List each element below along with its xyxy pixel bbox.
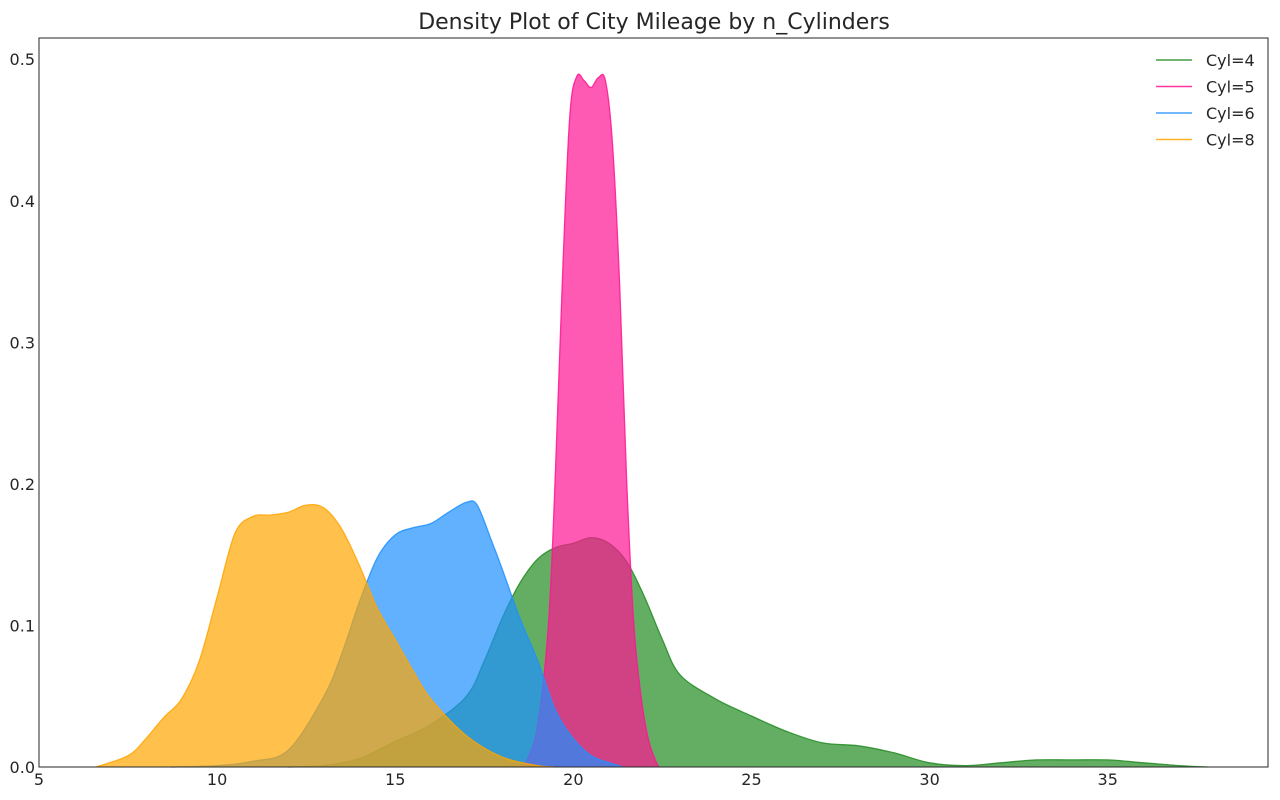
plot-frame [38,37,1269,768]
density-line [519,73,660,768]
x-tick-label: 25 [741,770,761,789]
legend-item: Cyl=5 [1156,78,1255,97]
legend-label: Cyl=6 [1206,104,1255,123]
y-axis: 0.0 0.1 0.2 0.3 0.4 0.5 [10,50,35,777]
density-line [95,503,556,768]
series-cyl-8 [95,503,556,768]
legend-item: Cyl=4 [1156,51,1255,70]
x-tick-label: 15 [385,770,405,789]
x-tick-label: 35 [1098,770,1118,789]
y-tick-label: 0.0 [10,758,35,777]
chart-title: Density Plot of City Mileage by n_Cylind… [418,10,890,35]
legend-label: Cyl=8 [1206,131,1255,150]
legend-item: Cyl=6 [1156,104,1255,123]
density-fill [170,500,624,767]
density-fill [96,504,556,767]
legend-item: Cyl=8 [1156,131,1255,150]
x-tick-label: 10 [207,770,227,789]
x-tick-label: 30 [919,770,939,789]
y-tick-label: 0.5 [10,50,35,69]
legend-label: Cyl=4 [1206,51,1255,70]
density-areas [95,73,1208,768]
y-tick-label: 0.2 [10,475,35,494]
y-tick-label: 0.4 [10,192,35,211]
y-tick-label: 0.3 [10,333,35,352]
legend: Cyl=4 Cyl=5 Cyl=6 Cyl=8 [1156,51,1255,150]
y-tick-label: 0.1 [10,616,35,635]
series-cyl-5 [519,73,660,768]
x-tick-label: 20 [563,770,583,789]
legend-label: Cyl=5 [1206,78,1255,97]
x-tick-label: 5 [34,770,44,789]
x-axis: 5 10 15 20 25 30 35 [34,770,1118,789]
density-fill [519,74,659,767]
